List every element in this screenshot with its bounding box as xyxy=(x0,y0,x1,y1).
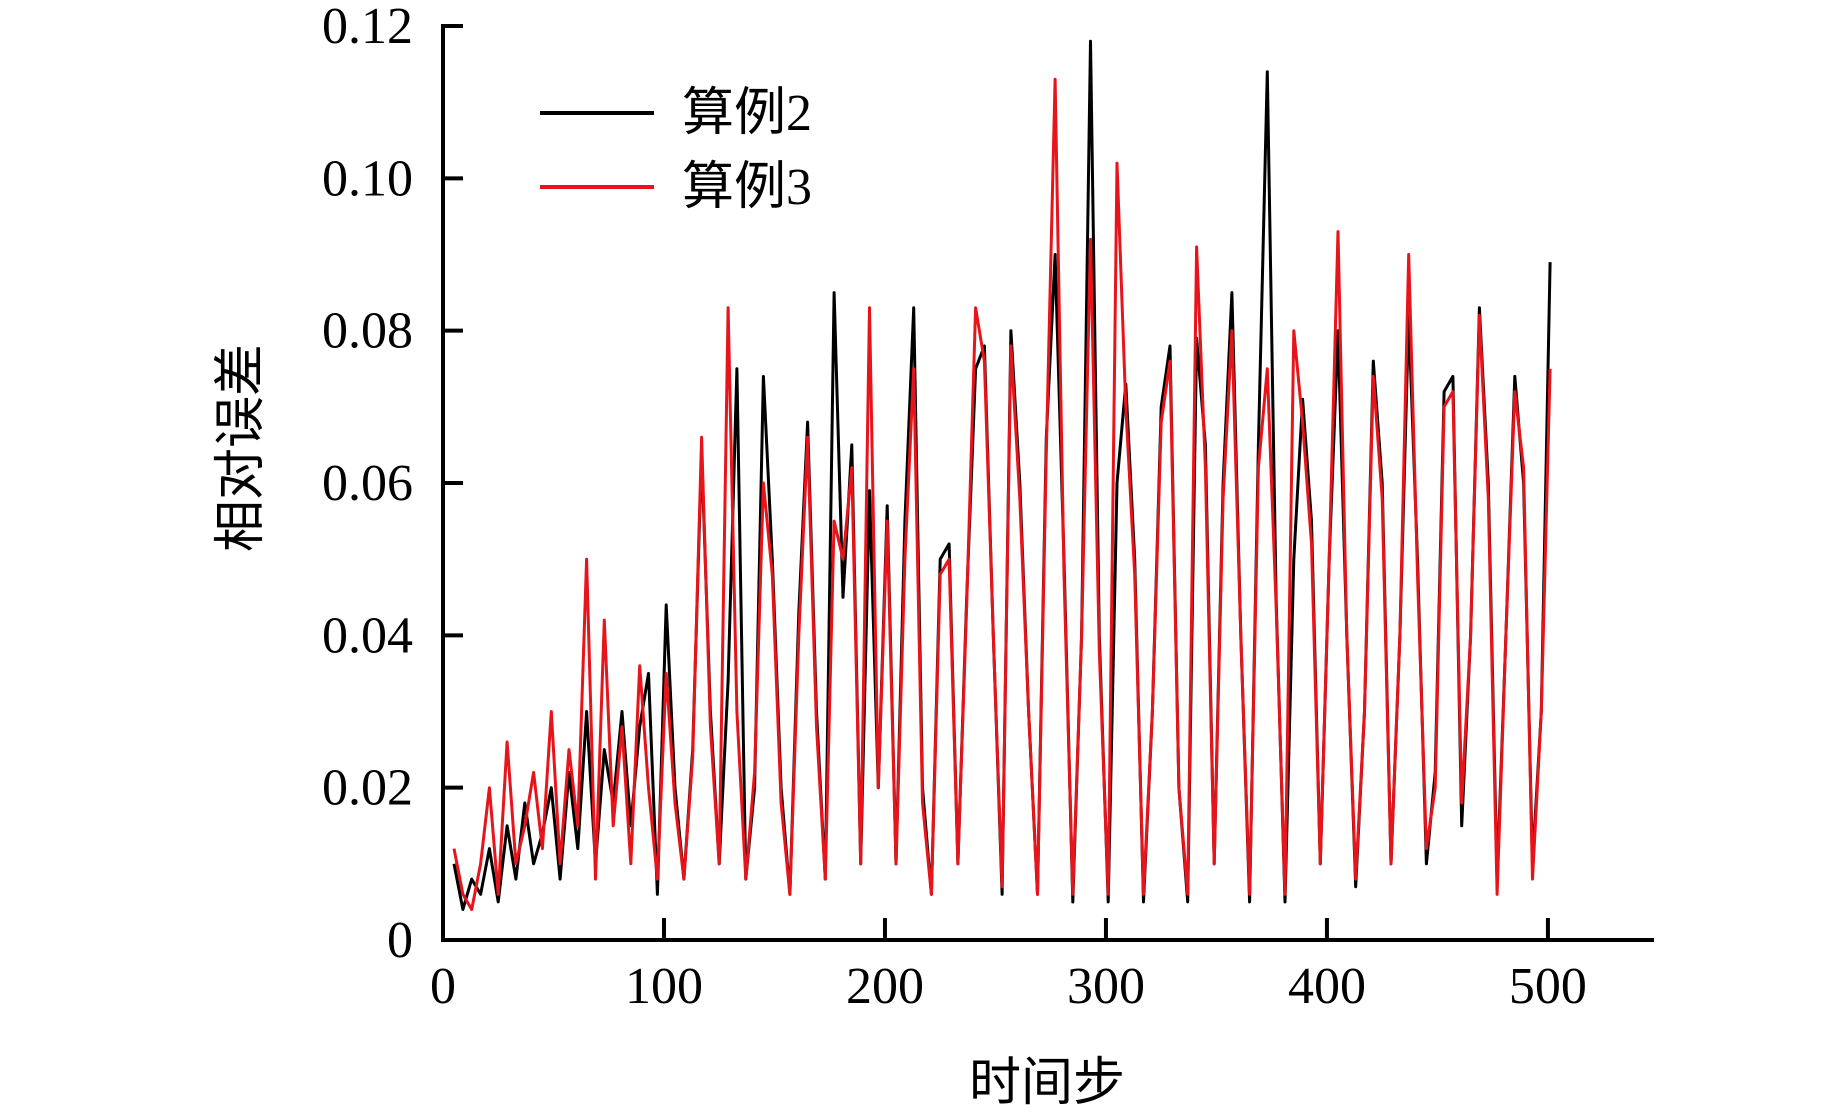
axes: 0 0.02 0.04 0.06 0.08 0.10 0.12 0 100 200 300 400 50… xyxy=(322,0,1654,1015)
x-tick-label: 400 xyxy=(1288,958,1366,1015)
y-tick-label: 0.04 xyxy=(322,607,413,664)
y-tick-label: 0.06 xyxy=(322,455,413,512)
legend-label-series-3: 算例3 xyxy=(682,159,812,216)
y-tick-label: 0.08 xyxy=(322,303,413,360)
series-line-case-3 xyxy=(452,77,1552,911)
y-axis-label: 相对误差 xyxy=(213,344,270,552)
y-tick-label: 0.10 xyxy=(322,150,413,207)
x-tick-label: 500 xyxy=(1509,958,1587,1015)
legend: 算例2 算例3 xyxy=(540,85,812,216)
legend-label-series-2: 算例2 xyxy=(682,85,812,142)
y-tick-label: 0.02 xyxy=(322,760,413,817)
x-tick-label: 200 xyxy=(846,958,924,1015)
x-axis-label: 时间步 xyxy=(969,1055,1125,1112)
y-tick-label: 0 xyxy=(387,912,413,969)
y-tick-label: 0.12 xyxy=(322,0,413,55)
series-layer xyxy=(452,39,1552,911)
x-tick-label: 100 xyxy=(625,958,703,1015)
x-tick-label: 0 xyxy=(430,958,456,1015)
x-tick-label: 300 xyxy=(1067,958,1145,1015)
